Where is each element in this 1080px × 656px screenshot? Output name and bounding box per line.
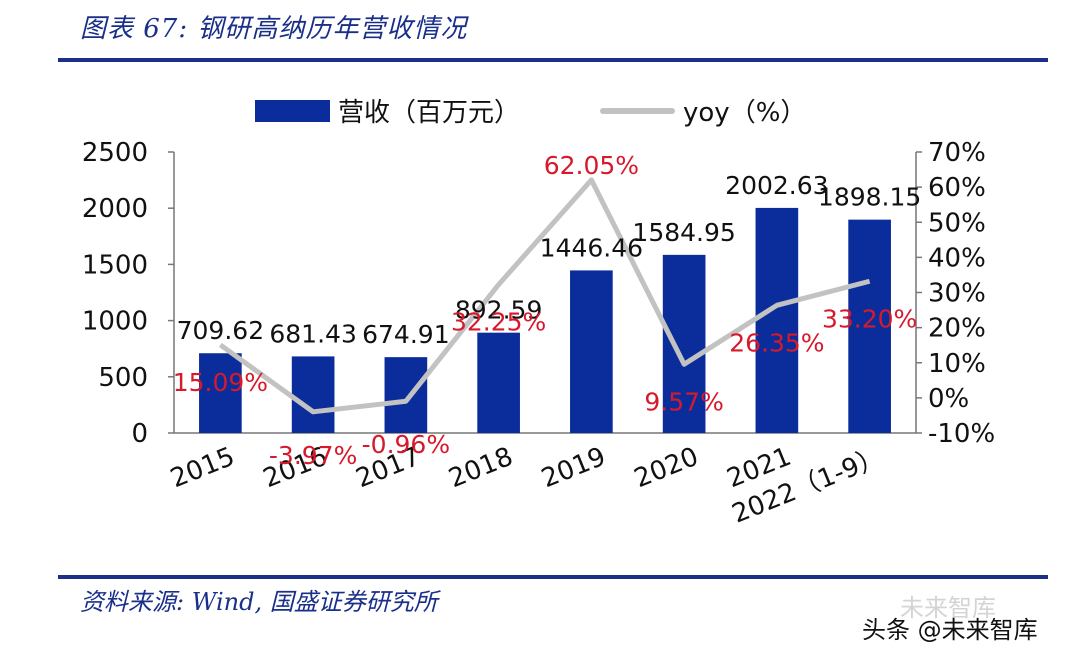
y-right-tick-label: 20% <box>928 314 986 344</box>
figure-title: 图表 67: 钢研高纳历年营收情况 <box>80 14 468 44</box>
legend-swatch-line <box>600 107 676 114</box>
revenue-bar <box>755 207 799 433</box>
revenue-bar <box>291 356 335 433</box>
bar-value-label: 709.62 <box>177 316 264 345</box>
yoy-value-label: 15.09% <box>173 368 268 397</box>
y-right-tick-label: 40% <box>928 243 986 273</box>
bar-value-label: 1584.95 <box>632 218 735 247</box>
revenue-bar <box>848 219 891 433</box>
x-tick-label: 2018 <box>445 442 518 495</box>
y-left-tick-label: 1000 <box>82 307 148 337</box>
yoy-line <box>218 177 871 415</box>
yoy-value-label: 9.57% <box>644 387 723 416</box>
legend-label-revenue: 营收（百万元） <box>338 98 521 128</box>
bar-value-label: 1446.46 <box>540 233 643 262</box>
yoy-value-label: 32.25% <box>451 308 546 337</box>
chart-legend: 营收（百万元） yoy（%） <box>255 92 886 129</box>
bar-value-label: 674.91 <box>362 320 449 349</box>
yoy-value-label: -0.96% <box>362 430 450 459</box>
revenue-bar <box>662 254 706 433</box>
source-note: 资料来源: Wind, 国盛证券研究所 <box>80 588 438 616</box>
y-right-tick-label: 10% <box>928 349 986 379</box>
y-left-tick-label: 1500 <box>82 250 148 280</box>
x-tick-label: 2019 <box>537 442 610 495</box>
yoy-value-label: 26.35% <box>729 328 824 357</box>
revenue-bar <box>199 353 242 433</box>
y-right-tick-label: 60% <box>928 173 986 203</box>
y-right-tick-label: 50% <box>928 208 986 238</box>
y-right-tick-label: 0% <box>928 384 969 414</box>
y-right-tick-label: 30% <box>928 279 986 309</box>
y-left-tick-label: 2500 <box>82 138 148 168</box>
legend-swatch-bar <box>255 99 330 122</box>
x-tick-label: 2020 <box>630 442 703 495</box>
legend-label-yoy: yoy（%） <box>683 98 807 128</box>
revenue-bar <box>570 270 613 433</box>
yoy-value-label: 62.05% <box>544 151 639 180</box>
yoy-value-label: 33.20% <box>822 304 917 333</box>
y-left-tick-label: 0 <box>131 419 148 449</box>
bar-value-label: 681.43 <box>269 319 356 348</box>
source-rule <box>58 575 1048 579</box>
bar-value-label: 892.59 <box>455 296 542 325</box>
watermark-ghost: 未来智库 <box>900 594 996 622</box>
y-right-tick-label: -10% <box>928 419 995 449</box>
revenue-bar <box>477 332 520 433</box>
revenue-bar <box>384 357 428 433</box>
legend-item-revenue: 营收（百万元） <box>255 92 520 129</box>
revenue-chart: 0 500 1000 1500 2000 2500 -10% 0% 10% 20% 30% 40% 50… <box>82 138 995 530</box>
x-tick-label: 2015 <box>166 442 239 495</box>
bar-value-label: 1898.15 <box>818 183 921 212</box>
y-left-tick-label: 2000 <box>82 194 148 224</box>
yoy-value-label: -3.97% <box>269 441 357 470</box>
y-left-tick-label: 500 <box>98 363 148 393</box>
watermark: 头条 @未来智库 <box>862 616 1038 644</box>
title-rule <box>58 58 1048 62</box>
y-right-tick-label: 70% <box>928 138 986 168</box>
bar-value-label: 2002.63 <box>725 171 828 200</box>
legend-item-yoy: yoy（%） <box>600 92 806 129</box>
